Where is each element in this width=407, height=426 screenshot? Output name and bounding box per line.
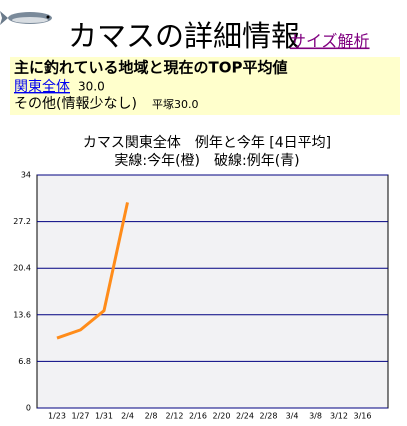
x-tick-label: 1/27 [72, 412, 90, 421]
region-link[interactable]: 関東全体 [14, 78, 70, 95]
plot-area [36, 174, 389, 409]
y-tick-label: 20.4 [13, 264, 31, 273]
other-label: その他(情報少なし) [14, 96, 137, 112]
x-tick-label: 3/4 [286, 412, 299, 421]
size-analysis-link[interactable]: サイズ解析 [290, 32, 370, 51]
other-detail: 平塚30.0 [152, 98, 199, 111]
x-tick-label: 1/31 [95, 412, 113, 421]
summary-heading: 主に釣れている地域と現在のTOP平均値 [14, 59, 288, 77]
x-tick-label: 2/16 [189, 412, 207, 421]
region-value: 30.0 [78, 80, 105, 94]
x-tick-label: 2/28 [260, 412, 278, 421]
fish-icon [0, 11, 52, 25]
x-tick-label: 2/4 [121, 412, 134, 421]
x-tick-label: 2/20 [213, 412, 231, 421]
page-title: カマスの詳細情報 [68, 19, 300, 53]
y-tick-label: 34 [21, 171, 31, 180]
series-line [56, 202, 129, 340]
y-tick-label: 27.2 [13, 217, 31, 226]
chart-subtitle: 実線:今年(橙) 破線:例年(青) [114, 153, 299, 169]
x-tick-label: 2/12 [166, 412, 184, 421]
x-tick-label: 3/16 [354, 412, 372, 421]
x-tick-label: 2/8 [145, 412, 158, 421]
y-tick-label: 13.6 [13, 310, 31, 319]
chart-title: カマス関東全体 例年と今年 [4日平均] [83, 134, 331, 151]
x-tick-label: 1/23 [48, 412, 66, 421]
summary-box [10, 57, 400, 115]
x-tick-label: 3/12 [330, 412, 348, 421]
y-tick-label: 0 [26, 404, 31, 413]
x-tick-label: 2/24 [236, 412, 254, 421]
y-tick-label: 6.8 [18, 357, 31, 366]
x-tick-label: 3/8 [309, 412, 322, 421]
